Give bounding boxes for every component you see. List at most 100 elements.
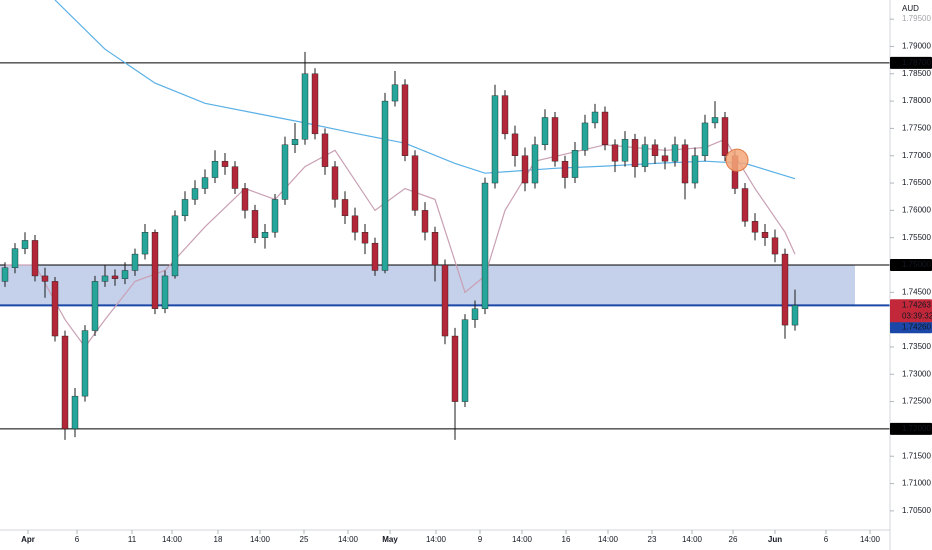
- x-tick-label: 11: [128, 535, 137, 544]
- candle-body: [281, 144, 289, 200]
- candle-body: [471, 308, 479, 320]
- y-tick-label: 1.76500: [902, 178, 931, 187]
- moving-average: [54, 0, 796, 180]
- candle-body: [411, 155, 419, 211]
- x-tick-label: 25: [300, 535, 309, 544]
- candle-body: [341, 199, 349, 217]
- x-tick-label: 14:00: [682, 535, 703, 544]
- candle-body: [141, 232, 149, 255]
- x-tick-label: 14:00: [860, 535, 881, 544]
- candle-body: [421, 210, 429, 233]
- current-price-label: 1.74263: [902, 300, 931, 309]
- x-tick-label: 14:00: [598, 535, 619, 544]
- candle-body: [111, 275, 119, 279]
- candle-body: [761, 232, 769, 238]
- candle-body: [21, 240, 29, 249]
- candle-body: [331, 166, 339, 200]
- candle-body: [431, 232, 439, 266]
- candle-body: [511, 133, 519, 156]
- x-tick-label: 14:00: [338, 535, 359, 544]
- candle-body: [81, 330, 89, 397]
- candle-body: [261, 232, 269, 238]
- y-tick-label: 1.79500: [902, 14, 931, 23]
- candle-body: [221, 160, 229, 167]
- candle-body: [591, 111, 599, 124]
- x-tick-label: 14:00: [250, 535, 271, 544]
- x-tick-label: Apr: [21, 535, 35, 544]
- x-tick-label: 16: [562, 535, 571, 544]
- candle-body: [181, 199, 189, 217]
- candle-body: [701, 122, 709, 156]
- candle-body: [681, 144, 689, 184]
- candle-body: [291, 139, 299, 145]
- candle-body: [461, 319, 469, 402]
- level-label-box: [890, 259, 932, 271]
- candle-body: [101, 275, 109, 282]
- y-tick-label: 1.76000: [902, 205, 931, 214]
- x-tick-label: 14:00: [426, 535, 447, 544]
- candle-body: [61, 335, 69, 430]
- level-label-box: [890, 321, 932, 334]
- candle-body: [311, 73, 319, 135]
- level-label: 1.72000: [902, 424, 931, 433]
- candle-body: [751, 221, 759, 233]
- y-tick-label: 1.79000: [902, 42, 931, 51]
- x-tick-label: 23: [648, 535, 657, 544]
- candle-body: [631, 139, 639, 167]
- candle-body: [441, 264, 449, 337]
- candle-body: [351, 215, 359, 233]
- candle-body: [391, 84, 399, 102]
- candle-body: [651, 144, 659, 156]
- candle-body: [321, 133, 329, 167]
- y-tick-label: 1.78000: [902, 96, 931, 105]
- candle-body: [781, 253, 789, 326]
- candle-body: [91, 281, 99, 331]
- plot-area: [0, 0, 890, 440]
- candle-body: [771, 237, 779, 255]
- y-tick-label: 1.71500: [902, 451, 931, 460]
- y-tick-label: 1.74500: [902, 287, 931, 296]
- candle-body: [581, 122, 589, 151]
- y-tick-label: 1.71000: [902, 479, 931, 488]
- x-tick-label: May: [382, 535, 398, 544]
- candle-body: [571, 150, 579, 178]
- level-label: 1.75000: [902, 260, 931, 269]
- x-tick-label: 14:00: [512, 535, 533, 544]
- candle-body: [171, 215, 179, 277]
- moving-average: [5, 138, 796, 349]
- candle-body: [1, 267, 9, 282]
- candle-body: [491, 95, 499, 184]
- y-tick-label: 1.75500: [902, 233, 931, 242]
- candle-body: [11, 248, 19, 268]
- candle-body: [201, 177, 209, 189]
- y-tick-label: 1.78500: [902, 69, 931, 78]
- level-label-box: [890, 422, 932, 435]
- candle-body: [711, 117, 719, 124]
- candle-body: [791, 305, 799, 326]
- candle-body: [521, 155, 529, 184]
- candle-body: [621, 139, 629, 162]
- countdown: 03:39:32: [902, 311, 932, 320]
- candle-body: [661, 155, 669, 162]
- y-tick-label: 1.73500: [902, 342, 931, 351]
- candle-body: [641, 144, 649, 167]
- y-tick-label: 1.72500: [902, 397, 931, 406]
- x-tick-label: 9: [478, 535, 483, 544]
- y-tick-label: 1.73000: [902, 369, 931, 378]
- candle-body: [481, 182, 489, 309]
- candle-body: [371, 242, 379, 271]
- candle-body: [611, 144, 619, 162]
- candle-body: [531, 144, 539, 184]
- level-label-box: [890, 56, 932, 69]
- candle-body: [381, 100, 389, 271]
- candle-body: [601, 111, 609, 145]
- current-price-box: [890, 299, 932, 323]
- candle-body: [241, 188, 249, 211]
- candle-body: [541, 117, 549, 145]
- x-tick-label: 6: [75, 535, 80, 544]
- zone: [0, 265, 855, 306]
- candle-body: [271, 199, 279, 233]
- candle-body: [251, 210, 259, 238]
- x-tick-label: Jun: [768, 535, 782, 544]
